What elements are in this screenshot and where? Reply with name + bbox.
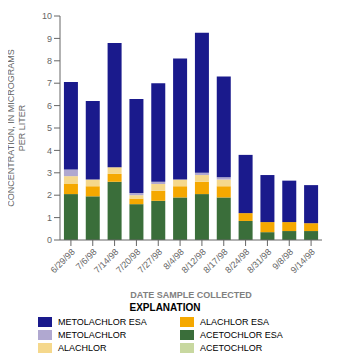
svg-text:7/27/98: 7/27/98 [136, 247, 164, 275]
html-text:ALACHLOR: ALACHLOR [58, 343, 107, 353]
svg-text:8: 8 [47, 56, 52, 66]
svg-text:9/14/98: 9/14/98 [289, 247, 317, 275]
svg-text:7: 7 [47, 78, 52, 88]
svg-text:6/29/98: 6/29/98 [49, 247, 77, 275]
svg-text:CONCENTRATION, IN MICROGRAMSPE: CONCENTRATION, IN MICROGRAMSPER LITER [8, 49, 27, 206]
svg-text:7/6/98: 7/6/98 [73, 246, 99, 272]
svg-text:8/4/98: 8/4/98 [161, 246, 186, 272]
svg-text:0: 0 [47, 235, 52, 245]
svg-text:DATE SAMPLE COLLECTED: DATE SAMPLE COLLECTED [130, 290, 252, 300]
svg-text:7/14/98: 7/14/98 [92, 246, 121, 276]
html-text:ACETOCHLOR: ACETOCHLOR [200, 343, 263, 353]
html-text:EXPLANATION: EXPLANATION [129, 302, 201, 313]
svg-text:7/20/98: 7/20/98 [114, 246, 143, 276]
svg-text:10: 10 [42, 11, 52, 21]
svg-text:2: 2 [47, 190, 52, 200]
svg-text:9/8/98: 9/8/98 [270, 246, 296, 272]
svg-text:6: 6 [47, 101, 52, 111]
svg-text:1: 1 [47, 213, 52, 223]
html-text:ACETOCHLOR ESA: ACETOCHLOR ESA [200, 330, 283, 340]
svg-text:8/17/98: 8/17/98 [201, 246, 230, 276]
svg-text:8/31/98: 8/31/98 [245, 247, 273, 275]
svg-text:8/12/98: 8/12/98 [179, 246, 208, 276]
svg-text:3: 3 [47, 168, 52, 178]
svg-text:9: 9 [47, 34, 52, 44]
html-text:ALACHLOR ESA: ALACHLOR ESA [200, 317, 269, 327]
svg-text:4: 4 [47, 146, 52, 156]
svg-text:8/24/98: 8/24/98 [223, 246, 252, 276]
html-text:METOLACHLOR ESA: METOLACHLOR ESA [58, 317, 147, 327]
html-text:METOLACHLOR: METOLACHLOR [58, 330, 127, 340]
svg-text:5: 5 [47, 123, 52, 133]
